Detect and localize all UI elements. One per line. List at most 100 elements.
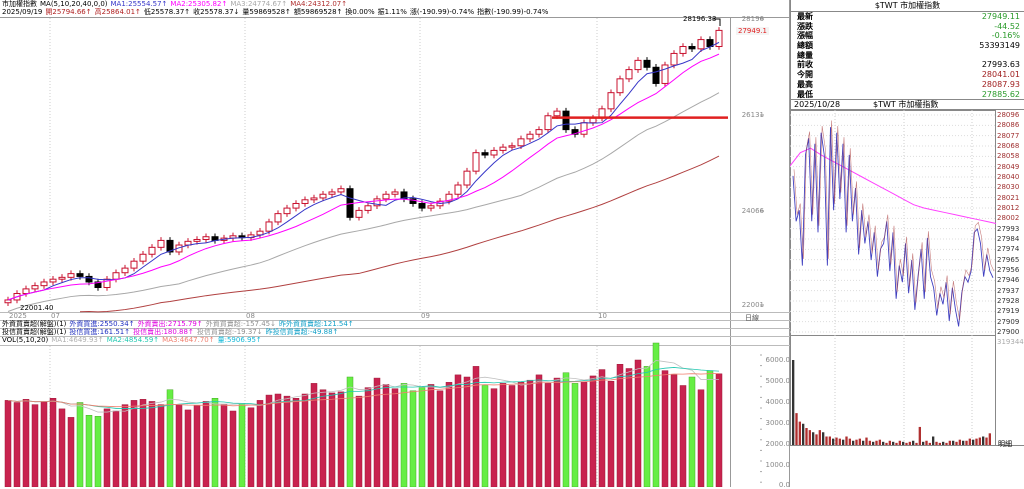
intraday-volume-bar	[815, 434, 818, 446]
low-marker-label: 22001.40	[20, 304, 54, 312]
volume-bar	[121, 404, 129, 487]
intraday-volume-bar	[942, 441, 945, 446]
quote-label: 最低	[797, 89, 813, 99]
volume-bar	[67, 417, 75, 487]
volume-axis-label: 4000.0	[765, 398, 791, 406]
intraday-volume-bar	[878, 439, 881, 446]
intraday-volume-bar	[925, 440, 928, 446]
volume-value: 量59869528↑	[242, 8, 291, 16]
volume-bar	[706, 370, 714, 487]
candle-up	[508, 145, 516, 148]
quote-label: 最高	[797, 79, 813, 89]
candle-up	[463, 170, 471, 186]
intraday-volume-bar	[938, 442, 941, 446]
indicator-title: 外資買賣超(解盤)(1)	[2, 320, 67, 328]
intraday-volume-bar	[868, 440, 871, 446]
candle-up	[148, 246, 156, 255]
foreign-buy: 外資買進:2550.34↑	[69, 320, 135, 328]
volume-bar	[13, 402, 21, 487]
volume-axis-label: 1000.0	[765, 461, 791, 469]
quote-row: 最低 27885.62	[791, 90, 1024, 100]
volume-bar	[274, 393, 282, 487]
intraday-price-label: 28030	[997, 183, 1020, 192]
volume-bar	[103, 408, 111, 487]
volume-axis-label: 2000.0	[765, 440, 791, 448]
vol-ma3: MA3:4647.70↑	[162, 336, 215, 344]
candle-up	[22, 288, 30, 295]
volume-bar	[445, 382, 453, 487]
quote-value: 27949.11	[981, 12, 1020, 21]
intraday-price-label: 28058	[997, 152, 1020, 161]
volume-bar	[589, 375, 597, 487]
volume-bar	[76, 402, 84, 487]
candle-up	[121, 267, 129, 274]
volume-bar	[355, 395, 363, 487]
quote-row: 漲幅 -0.16%	[791, 31, 1024, 41]
intraday-volume-bar	[882, 441, 885, 446]
volume-bar	[688, 376, 696, 487]
volume-bar	[94, 416, 102, 487]
candle-down	[76, 273, 84, 277]
open-value: 開25794.66↑	[45, 8, 92, 16]
intraday-volume-bar	[912, 440, 915, 446]
intraday-price-label: 27965	[997, 255, 1020, 264]
volume-bar	[571, 383, 579, 487]
volume-bar	[436, 390, 444, 487]
intraday-price-label: 27909	[997, 317, 1020, 326]
volume-bar	[553, 377, 561, 487]
candle-up	[715, 29, 723, 48]
intraday-volume-bar	[918, 426, 921, 446]
intraday-volume-bar	[828, 436, 831, 446]
volume-bar	[31, 404, 39, 487]
indicator-title: 投信買賣超(解盤)(1)	[2, 328, 67, 336]
intraday-volume-bar	[855, 439, 858, 446]
volume-bar	[4, 400, 12, 487]
intraday-price-label: 28040	[997, 173, 1020, 181]
close-value: 收25578.37↓	[193, 8, 240, 16]
volume-bar	[472, 366, 480, 487]
intraday-volume-bar	[975, 438, 978, 446]
intraday-volume-bar	[985, 437, 988, 446]
low-value: 低25578.37↑	[143, 8, 191, 16]
high-marker-label: 28196.33	[683, 15, 717, 23]
candle-up	[130, 260, 138, 269]
volume-bar	[229, 410, 237, 487]
period-label[interactable]: 日線	[745, 314, 759, 322]
volume-bar	[661, 370, 669, 487]
quote-row: 最新 27949.11	[791, 12, 1024, 22]
candle-up	[670, 52, 678, 66]
volume-bar	[490, 388, 498, 487]
quote-row: 總額 53393149	[791, 41, 1024, 51]
ma3-value: MA3:24774.67↑	[230, 0, 288, 8]
volume-bar	[193, 405, 201, 487]
volume-bar	[319, 389, 327, 487]
volume-bar	[427, 384, 435, 487]
ma1-value: MA1:25554.57↑	[110, 0, 168, 8]
volume-bar	[148, 401, 156, 487]
candle-down	[652, 66, 660, 84]
intraday-price-label: 27974	[997, 245, 1020, 254]
intraday-volume-bar	[852, 440, 855, 446]
candle-up	[292, 202, 300, 209]
intraday-price-label: 27900	[997, 328, 1020, 336]
volume-bar	[715, 373, 723, 487]
volume-bar	[544, 383, 552, 487]
intraday-price-label: 28096	[997, 111, 1020, 119]
intraday-volume-bar	[982, 436, 985, 446]
ma4-line	[79, 155, 720, 313]
candle-up	[4, 299, 12, 304]
detail-button[interactable]: 明細	[998, 440, 1012, 448]
candle-up	[355, 209, 363, 218]
intraday-chart[interactable]	[790, 110, 1024, 487]
volume-bar	[139, 399, 147, 487]
volume-bar	[256, 400, 264, 487]
indicator-title: VOL(5,10,20)	[2, 336, 49, 344]
intraday-price-label: 28021	[997, 193, 1020, 202]
intraday-volume-bar	[805, 428, 808, 446]
candle-up	[382, 193, 390, 200]
volume-bar	[643, 366, 651, 487]
candlestick-chart[interactable]	[0, 0, 790, 487]
trust-investor-row: 投信買賣超(解盤)(1) 投信買進:161.51↑ 投信賣出:180.88↑ 投信買賣…	[2, 328, 341, 337]
intraday-price-label: 28086	[997, 121, 1020, 130]
volume-bar	[670, 374, 678, 487]
